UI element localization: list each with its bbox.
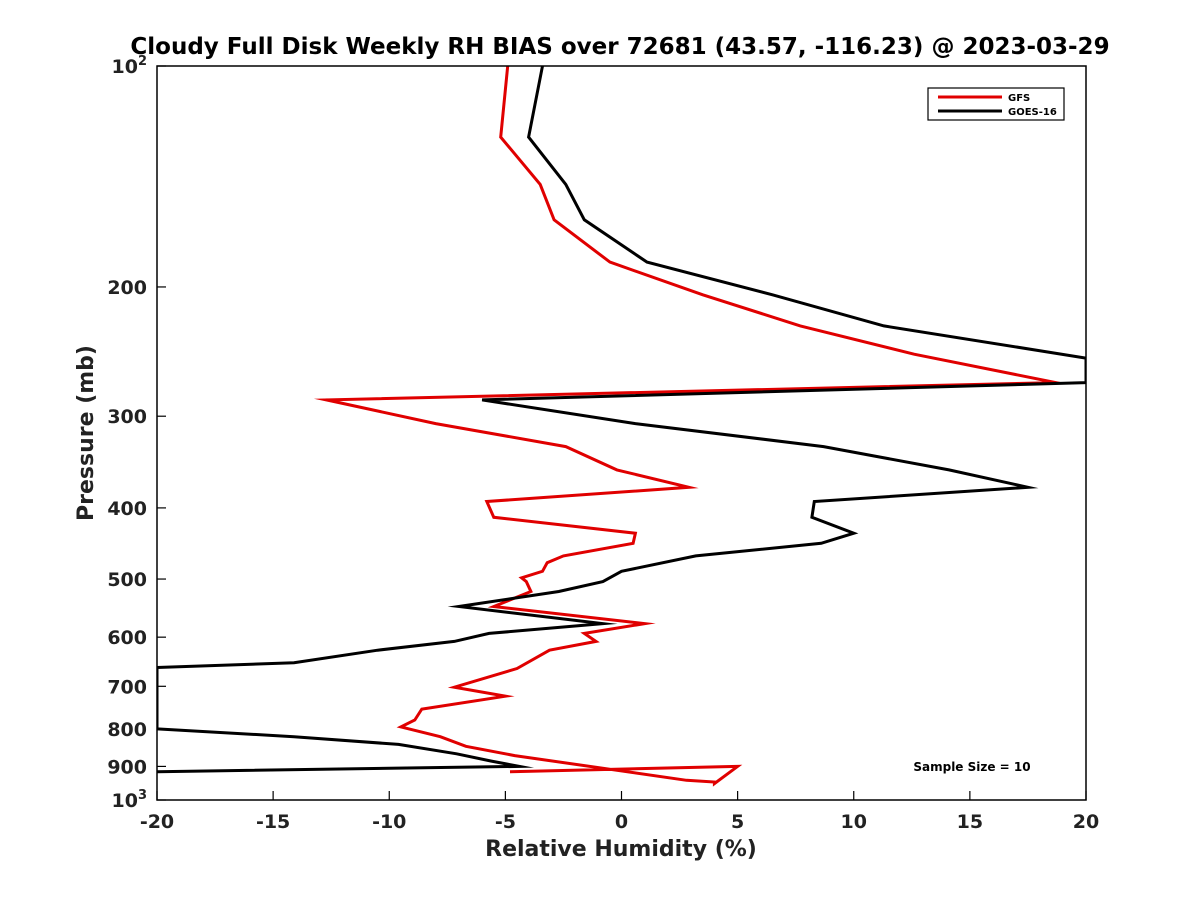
y-tick-base: 500 [107,569,147,591]
legend-box [927,87,1065,121]
y-tick-label: 800 [107,719,147,741]
y-tick-label: 400 [107,498,147,520]
series-layer [157,66,1086,787]
x-axis: -20 -15 -10 -5 0 5 10 15 20 [140,791,1099,833]
y-tick-label: 700 [107,676,147,698]
y-tick-base: 300 [107,406,147,428]
y-tick-label: 103 [112,788,148,812]
y-tick-label: 900 [107,756,147,778]
x-tick-label: -10 [372,811,406,833]
y-tick-base: 600 [107,627,147,649]
x-tick-label: -5 [495,811,516,833]
y-axis-label: Pressure (mb) [74,345,99,521]
x-tick-label: -15 [256,811,290,833]
legend: GFS GOES-16 [927,87,1065,121]
sample-size-annotation: Sample Size = 10 [913,760,1030,774]
x-tick-label: 20 [1073,811,1099,833]
y-tick-label: 200 [107,277,147,299]
y-tick-label: 500 [107,569,147,591]
x-tick-label: 10 [841,811,867,833]
y-tick-base: 700 [107,676,147,698]
plot-area [156,65,1087,801]
y-tick-label: 300 [107,406,147,428]
y-tick-label: 102 [112,54,148,78]
plot-background [157,66,1086,800]
series-line-gfs [313,66,1070,787]
x-axis-label: Relative Humidity (%) [485,837,757,862]
x-tick-label: -20 [140,811,174,833]
y-tick-label: 600 [107,627,147,649]
y-tick-exponent: 2 [138,54,147,69]
y-tick-base: 200 [107,277,147,299]
x-tick-label: 0 [615,811,628,833]
series-line-goes-16 [157,66,1086,774]
y-tick-base: 400 [107,498,147,520]
legend-entry-label: GOES-16 [1008,107,1057,118]
x-tick-label: 5 [731,811,744,833]
y-tick-base: 800 [107,719,147,741]
y-tick-base: 900 [107,756,147,778]
chart-title: Cloudy Full Disk Weekly RH BIAS over 726… [130,34,1109,60]
x-tick-label: 15 [957,811,983,833]
legend-entry-label: GFS [1008,93,1030,104]
y-tick-exponent: 3 [138,788,147,803]
y-tick-base: 10 [112,56,138,78]
y-tick-base: 10 [112,790,138,812]
